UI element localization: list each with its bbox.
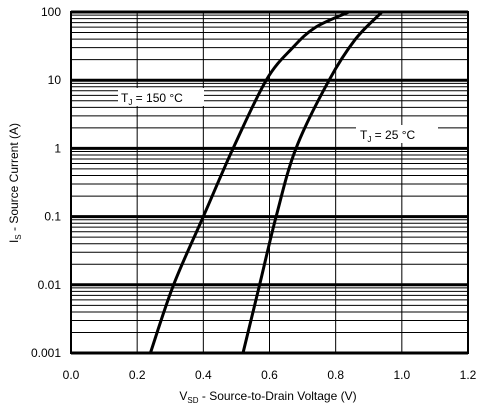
series-label-25c: TJ = 25 °C [360, 128, 416, 144]
x-tick-label: 0.2 [129, 368, 146, 382]
major-grid [70, 10, 469, 355]
y-tick-label: 0.01 [38, 278, 62, 292]
y-axis-label: IS - Source Current (A) [7, 123, 23, 243]
x-tick-label: 1.2 [460, 368, 477, 382]
label-bg-25 [356, 125, 438, 143]
x-tick-label: 0.0 [63, 368, 80, 382]
x-axis-label: VSD - Source-to-Drain Voltage (V) [179, 389, 356, 405]
x-axis-label-main: V [179, 389, 187, 403]
x-tick-label: 1.0 [393, 368, 410, 382]
annotations: TJ = 150 °C TJ = 25 °C [118, 88, 438, 144]
y-tick-label: 1 [54, 141, 61, 155]
series-label-150c-rest: = 150 °C [132, 91, 183, 105]
x-tick-label: 0.6 [261, 368, 278, 382]
series-line-1 [241, 10, 384, 354]
y-tick-labels: 0.001 0.01 0.1 1 10 100 [31, 5, 61, 360]
y-axis-label-rest: - Source Current (A) [7, 123, 21, 234]
y-tick-label: 10 [48, 73, 62, 87]
series-line-0 [148, 10, 350, 354]
x-axis-label-sub: SD [187, 396, 198, 405]
y-tick-label: 0.1 [44, 210, 61, 224]
curves [148, 10, 384, 354]
x-axis-label-rest: - Source-to-Drain Voltage (V) [199, 389, 357, 403]
y-tick-label: 100 [41, 5, 61, 19]
label-bg-150 [118, 88, 204, 106]
x-tick-labels: 0.0 0.2 0.4 0.6 0.8 1.0 1.2 [63, 368, 477, 382]
series-label-150c-main: T [121, 91, 129, 105]
x-tick-label: 0.8 [327, 368, 344, 382]
y-tick-label: 0.001 [31, 346, 61, 360]
y-axis-label-sub: S [14, 234, 23, 239]
series-label-25c-sub: J [367, 135, 371, 144]
y-axis-label-main: I [7, 240, 21, 243]
plot-frame [70, 11, 469, 354]
series-label-150c: TJ = 150 °C [121, 91, 183, 107]
x-tick-label: 0.4 [195, 368, 212, 382]
series-label-150c-sub: J [128, 98, 132, 107]
series-label-25c-main: T [360, 128, 368, 142]
series-label-25c-rest: = 25 °C [371, 128, 415, 142]
